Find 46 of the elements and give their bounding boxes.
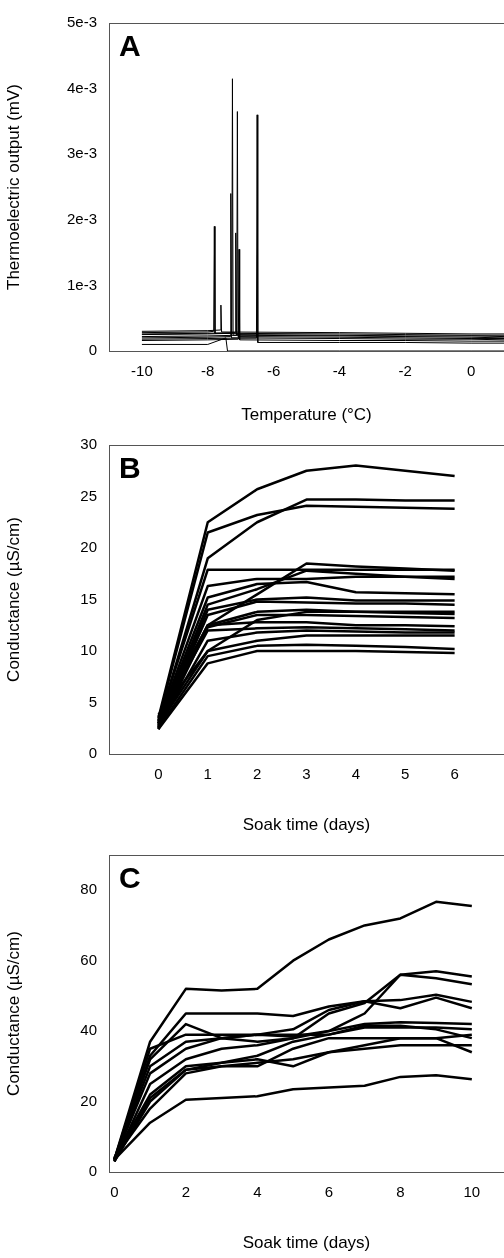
x-tick-label: 4 xyxy=(351,765,361,783)
y-tick-label: 5e-3 xyxy=(66,13,97,31)
y-tick-label: 2e-3 xyxy=(66,209,97,227)
y-tick-label: 4e-3 xyxy=(66,78,97,96)
x-tick-label: -10 xyxy=(131,362,153,380)
y-tick-label: 10 xyxy=(80,641,97,659)
y-tick-label: 0 xyxy=(88,1162,97,1180)
y-tick-label: 30 xyxy=(80,435,97,453)
x-tick-label: 6 xyxy=(450,765,459,783)
y-tick-label: 0 xyxy=(88,341,97,359)
y-tick-label: 20 xyxy=(80,538,97,556)
annotation: B xyxy=(119,451,141,485)
x-tick-label: 0 xyxy=(154,765,163,783)
x-tick-label: 2 xyxy=(252,765,262,783)
x-tick-label: 5 xyxy=(401,765,410,783)
annotation: A xyxy=(119,29,141,63)
y-tick-label: 1e-3 xyxy=(66,275,97,293)
y-axis-title: Conductance (µS/cm) xyxy=(3,931,23,1096)
y-tick-label: 25 xyxy=(80,486,97,504)
x-tick-label: 8 xyxy=(396,1183,405,1201)
x-tick-label: -4 xyxy=(332,362,347,380)
x-tick-label: -8 xyxy=(201,362,215,380)
y-axis-title: Conductance (µS/cm) xyxy=(3,517,23,682)
annotation: C xyxy=(119,861,141,895)
x-tick-label: 6 xyxy=(324,1183,334,1201)
x-tick-label: 0 xyxy=(110,1183,119,1201)
y-tick-label: 20 xyxy=(80,1091,97,1109)
x-tick-label: 3 xyxy=(302,765,311,783)
y-tick-label: 5 xyxy=(88,692,97,710)
x-tick-label: 10 xyxy=(463,1183,481,1201)
x-axis-title: Temperature (°C) xyxy=(241,405,372,425)
y-tick-label: 40 xyxy=(80,1021,97,1039)
y-tick-label: 80 xyxy=(80,880,97,898)
y-tick-label: 15 xyxy=(80,589,97,607)
y-tick-label: 60 xyxy=(80,950,97,968)
x-tick-label: 2 xyxy=(181,1183,191,1201)
x-tick-label: -2 xyxy=(398,362,412,380)
x-tick-label: -6 xyxy=(266,362,281,380)
y-axis-title: Thermoelectric output (mV) xyxy=(3,84,23,290)
x-tick-label: 1 xyxy=(203,765,212,783)
y-tick-label: 0 xyxy=(88,744,97,762)
x-axis-title: Soak time (days) xyxy=(242,815,371,835)
x-tick-label: 4 xyxy=(253,1183,262,1201)
x-axis-title: Soak time (days) xyxy=(242,1233,371,1253)
x-tick-label: 0 xyxy=(466,362,476,380)
y-tick-label: 3e-3 xyxy=(66,144,97,162)
